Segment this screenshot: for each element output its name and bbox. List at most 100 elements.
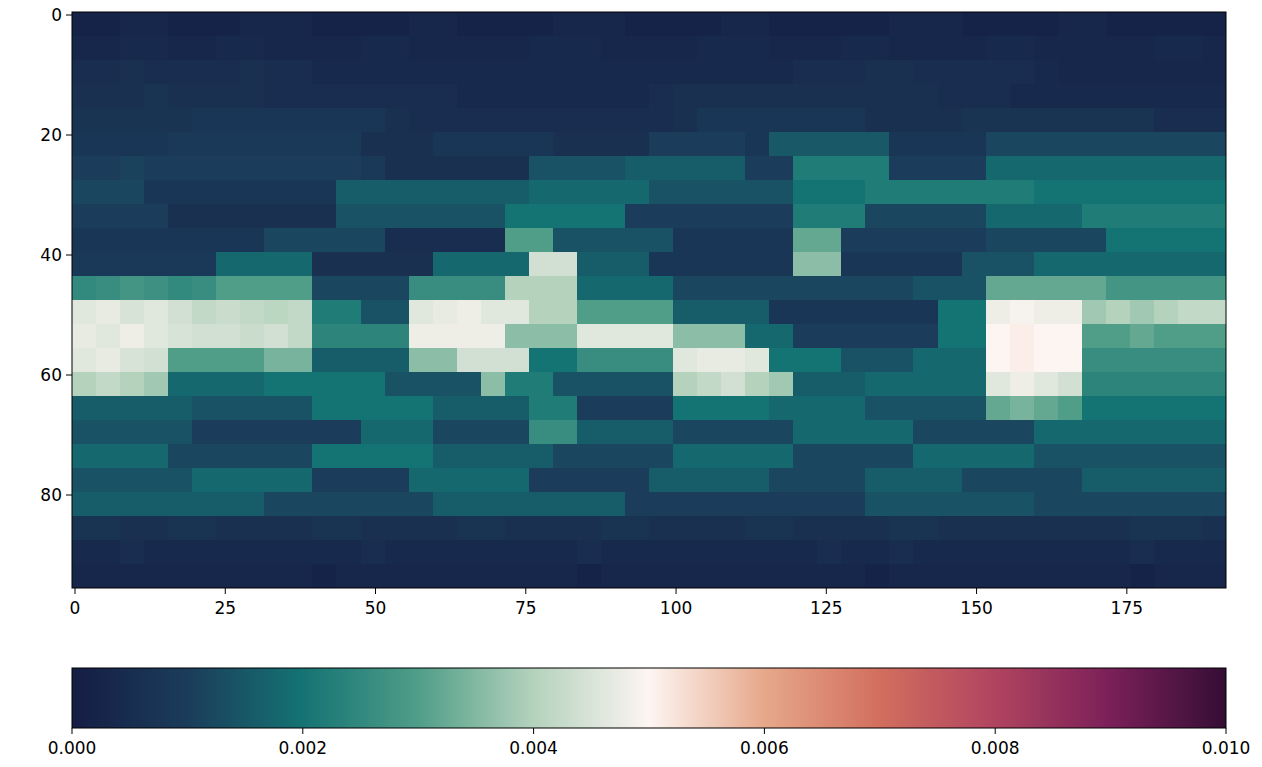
heatmap-cell bbox=[745, 156, 770, 181]
heatmap-cell bbox=[793, 84, 818, 109]
heatmap-cell bbox=[577, 108, 602, 133]
heatmap-cell bbox=[913, 468, 938, 493]
heatmap-cell bbox=[1154, 300, 1179, 325]
heatmap-cell bbox=[1082, 420, 1107, 445]
heatmap-cell bbox=[1082, 468, 1107, 493]
heatmap-cell bbox=[336, 60, 361, 85]
heatmap-cell bbox=[769, 420, 794, 445]
heatmap-cell bbox=[457, 324, 482, 349]
heatmap-cell bbox=[1058, 300, 1083, 325]
heatmap-cell bbox=[1154, 396, 1179, 421]
heatmap-cell bbox=[721, 324, 746, 349]
heatmap-cell bbox=[385, 36, 410, 61]
heatmap-cell bbox=[120, 516, 145, 541]
heatmap-cell bbox=[745, 540, 770, 565]
heatmap-cell bbox=[240, 516, 265, 541]
heatmap-cell bbox=[264, 324, 289, 349]
heatmap-cell bbox=[913, 276, 938, 301]
heatmap-cell bbox=[481, 156, 506, 181]
heatmap-cell bbox=[793, 300, 818, 325]
heatmap-cell bbox=[962, 492, 987, 517]
heatmap-cell bbox=[841, 252, 866, 277]
heatmap-cell bbox=[769, 276, 794, 301]
heatmap-cell bbox=[577, 324, 602, 349]
heatmap-cell bbox=[457, 420, 482, 445]
heatmap-cell bbox=[553, 84, 578, 109]
heatmap-cell bbox=[1130, 60, 1155, 85]
heatmap-cell bbox=[240, 564, 265, 588]
heatmap-cell bbox=[168, 108, 193, 133]
heatmap-cell bbox=[336, 180, 361, 205]
heatmap-cell bbox=[817, 132, 842, 157]
y-tick bbox=[66, 15, 72, 16]
heatmap-cell bbox=[168, 492, 193, 517]
heatmap-cell bbox=[938, 60, 963, 85]
heatmap-cell bbox=[889, 12, 914, 37]
heatmap-cell bbox=[986, 108, 1011, 133]
heatmap-cell bbox=[817, 300, 842, 325]
heatmap-cell bbox=[168, 300, 193, 325]
heatmap-cell bbox=[1178, 540, 1203, 565]
heatmap-cell bbox=[168, 396, 193, 421]
heatmap-cell bbox=[433, 84, 458, 109]
heatmap-cell bbox=[216, 228, 241, 253]
heatmap-cell bbox=[1034, 12, 1059, 37]
heatmap-cell bbox=[505, 468, 530, 493]
heatmap-cell bbox=[144, 348, 169, 373]
heatmap-cell bbox=[96, 252, 121, 277]
heatmap-cell bbox=[1034, 132, 1059, 157]
heatmap-cell bbox=[1178, 204, 1203, 229]
heatmap-cell bbox=[529, 372, 554, 397]
heatmap-cell bbox=[913, 60, 938, 85]
heatmap-cell bbox=[505, 84, 530, 109]
heatmap-cell bbox=[288, 492, 313, 517]
heatmap-cell bbox=[168, 180, 193, 205]
heatmap-cell bbox=[889, 156, 914, 181]
heatmap-cell bbox=[144, 564, 169, 588]
heatmap-cell bbox=[361, 276, 386, 301]
heatmap-cell bbox=[457, 564, 482, 588]
heatmap-cell bbox=[1202, 300, 1226, 325]
heatmap-cell bbox=[529, 204, 554, 229]
heatmap-cell bbox=[697, 540, 722, 565]
heatmap-cell bbox=[1130, 108, 1155, 133]
heatmap-cell bbox=[553, 492, 578, 517]
heatmap-cell bbox=[96, 36, 121, 61]
heatmap-cell bbox=[577, 156, 602, 181]
heatmap-cell bbox=[865, 276, 890, 301]
heatmap-cell bbox=[673, 300, 698, 325]
heatmap-cell bbox=[1058, 228, 1083, 253]
heatmap-cell bbox=[1010, 468, 1035, 493]
heatmap-cell bbox=[1106, 564, 1131, 588]
heatmap-cell bbox=[577, 444, 602, 469]
heatmap-cell bbox=[216, 180, 241, 205]
heatmap-cell bbox=[817, 324, 842, 349]
heatmap-cell bbox=[601, 468, 626, 493]
heatmap-cell bbox=[938, 540, 963, 565]
heatmap-cell bbox=[817, 60, 842, 85]
heatmap-cell bbox=[361, 60, 386, 85]
heatmap-cell bbox=[409, 12, 434, 37]
heatmap-cell bbox=[1154, 492, 1179, 517]
heatmap-cell bbox=[1106, 540, 1131, 565]
heatmap-cell bbox=[1010, 492, 1035, 517]
heatmap-cell bbox=[240, 468, 265, 493]
heatmap-cell bbox=[336, 324, 361, 349]
heatmap-cell bbox=[1106, 516, 1131, 541]
heatmap-cell bbox=[769, 396, 794, 421]
heatmap-cell bbox=[168, 372, 193, 397]
heatmap-cell bbox=[841, 348, 866, 373]
heatmap-cell bbox=[601, 180, 626, 205]
heatmap-cell bbox=[120, 180, 145, 205]
heatmap-cell bbox=[192, 444, 217, 469]
heatmap-cell bbox=[96, 540, 121, 565]
heatmap-cell bbox=[433, 252, 458, 277]
heatmap-cell bbox=[457, 180, 482, 205]
heatmap-cell bbox=[216, 60, 241, 85]
heatmap-cell bbox=[1010, 396, 1035, 421]
heatmap-cell bbox=[457, 228, 482, 253]
heatmap-cell bbox=[577, 60, 602, 85]
heatmap-cell bbox=[120, 60, 145, 85]
heatmap-cell bbox=[817, 156, 842, 181]
heatmap-cell bbox=[192, 204, 217, 229]
